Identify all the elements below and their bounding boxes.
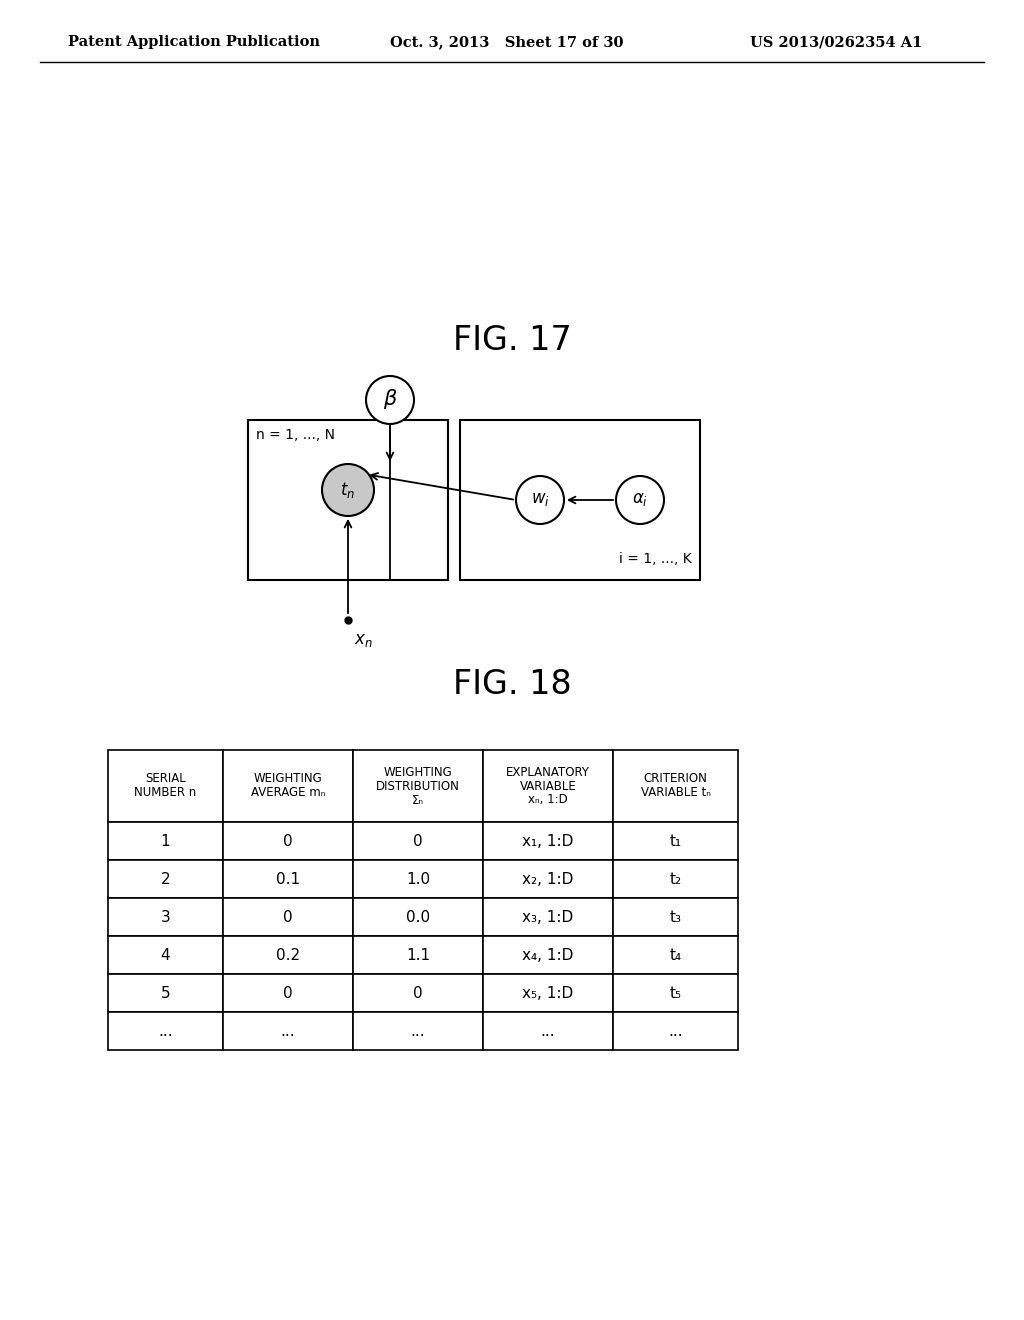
Text: NUMBER n: NUMBER n (134, 787, 197, 800)
Text: 0: 0 (284, 833, 293, 849)
Bar (483, 861, 613, 898)
Bar (483, 898, 613, 936)
Bar (483, 750, 613, 822)
Circle shape (322, 465, 374, 516)
Bar (223, 750, 353, 822)
Bar (223, 974, 353, 1012)
Text: DISTRIBUTION: DISTRIBUTION (376, 780, 460, 792)
Bar (223, 898, 353, 936)
Text: i = 1, ..., K: i = 1, ..., K (620, 552, 692, 566)
Text: $\beta$: $\beta$ (383, 387, 397, 411)
Bar (223, 822, 353, 861)
Bar (108, 1012, 223, 1049)
Text: t₂: t₂ (670, 871, 682, 887)
Text: ...: ... (281, 1023, 295, 1039)
Text: $\alpha_i$: $\alpha_i$ (632, 491, 648, 508)
Text: xₙ, 1:D: xₙ, 1:D (528, 793, 568, 807)
Circle shape (616, 477, 664, 524)
Bar (223, 861, 353, 898)
Text: 4: 4 (161, 948, 170, 962)
Bar (613, 898, 738, 936)
Text: x₂, 1:D: x₂, 1:D (522, 871, 573, 887)
Text: WEIGHTING: WEIGHTING (384, 766, 453, 779)
Text: x₅, 1:D: x₅, 1:D (522, 986, 573, 1001)
Bar (108, 750, 223, 822)
Text: 3: 3 (161, 909, 170, 924)
Text: 0.2: 0.2 (275, 948, 300, 962)
Text: $w_i$: $w_i$ (530, 491, 550, 508)
Text: VARIABLE: VARIABLE (519, 780, 577, 792)
Bar (613, 822, 738, 861)
Text: 0.1: 0.1 (275, 871, 300, 887)
Text: SERIAL: SERIAL (145, 772, 186, 785)
Text: t₅: t₅ (670, 986, 682, 1001)
Text: Σₙ: Σₙ (412, 793, 424, 807)
Text: 0.0: 0.0 (406, 909, 430, 924)
Bar (248, 420, 449, 579)
Text: VARIABLE tₙ: VARIABLE tₙ (641, 787, 711, 800)
Text: FIG. 18: FIG. 18 (453, 668, 571, 701)
Text: ...: ... (158, 1023, 173, 1039)
Bar (483, 936, 613, 974)
Text: x₃, 1:D: x₃, 1:D (522, 909, 573, 924)
Text: $t_n$: $t_n$ (340, 480, 355, 500)
Bar (483, 822, 613, 861)
Text: 1.0: 1.0 (406, 871, 430, 887)
Bar (223, 936, 353, 974)
Text: US 2013/0262354 A1: US 2013/0262354 A1 (750, 36, 923, 49)
Text: 0: 0 (284, 909, 293, 924)
Bar (353, 936, 483, 974)
Circle shape (516, 477, 564, 524)
Text: t₁: t₁ (670, 833, 682, 849)
Bar (613, 1012, 738, 1049)
Text: AVERAGE mₙ: AVERAGE mₙ (251, 787, 326, 800)
Bar (483, 974, 613, 1012)
Circle shape (366, 376, 414, 424)
Text: 1: 1 (161, 833, 170, 849)
Bar (108, 898, 223, 936)
Text: x₁, 1:D: x₁, 1:D (522, 833, 573, 849)
Text: ...: ... (411, 1023, 425, 1039)
Text: x₄, 1:D: x₄, 1:D (522, 948, 573, 962)
Text: 0: 0 (414, 986, 423, 1001)
Bar (613, 750, 738, 822)
Bar (108, 974, 223, 1012)
Text: 0: 0 (414, 833, 423, 849)
Bar (353, 1012, 483, 1049)
Text: n = 1, ..., N: n = 1, ..., N (256, 428, 335, 442)
Text: Oct. 3, 2013   Sheet 17 of 30: Oct. 3, 2013 Sheet 17 of 30 (390, 36, 624, 49)
Text: Patent Application Publication: Patent Application Publication (68, 36, 319, 49)
Bar (108, 936, 223, 974)
Text: ...: ... (541, 1023, 555, 1039)
Text: 0: 0 (284, 986, 293, 1001)
Bar (353, 898, 483, 936)
Text: ...: ... (669, 1023, 683, 1039)
Text: CRITERION: CRITERION (643, 772, 708, 785)
Bar (613, 936, 738, 974)
Text: EXPLANATORY: EXPLANATORY (506, 766, 590, 779)
Bar (353, 861, 483, 898)
Text: 2: 2 (161, 871, 170, 887)
Text: 1.1: 1.1 (406, 948, 430, 962)
Bar (108, 822, 223, 861)
Text: t₄: t₄ (670, 948, 682, 962)
Bar (613, 861, 738, 898)
Text: t₃: t₃ (670, 909, 682, 924)
Text: FIG. 17: FIG. 17 (453, 323, 571, 356)
Bar (353, 750, 483, 822)
Bar (108, 861, 223, 898)
Bar (223, 1012, 353, 1049)
Bar (613, 974, 738, 1012)
Bar (483, 1012, 613, 1049)
Text: WEIGHTING: WEIGHTING (254, 772, 323, 785)
Bar (353, 974, 483, 1012)
Text: $x_n$: $x_n$ (354, 632, 373, 649)
Bar (353, 822, 483, 861)
Bar (460, 420, 700, 579)
Text: 5: 5 (161, 986, 170, 1001)
